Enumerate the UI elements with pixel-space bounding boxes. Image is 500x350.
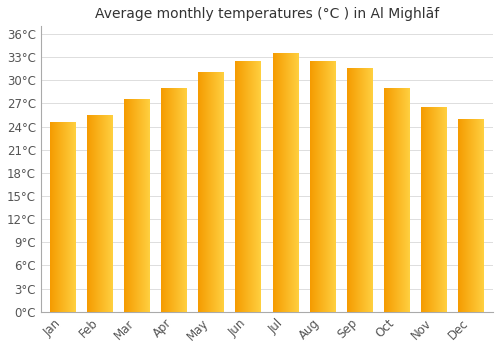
Title: Average monthly temperatures (°C ) in Al Mighlāf: Average monthly temperatures (°C ) in Al… <box>95 7 439 21</box>
